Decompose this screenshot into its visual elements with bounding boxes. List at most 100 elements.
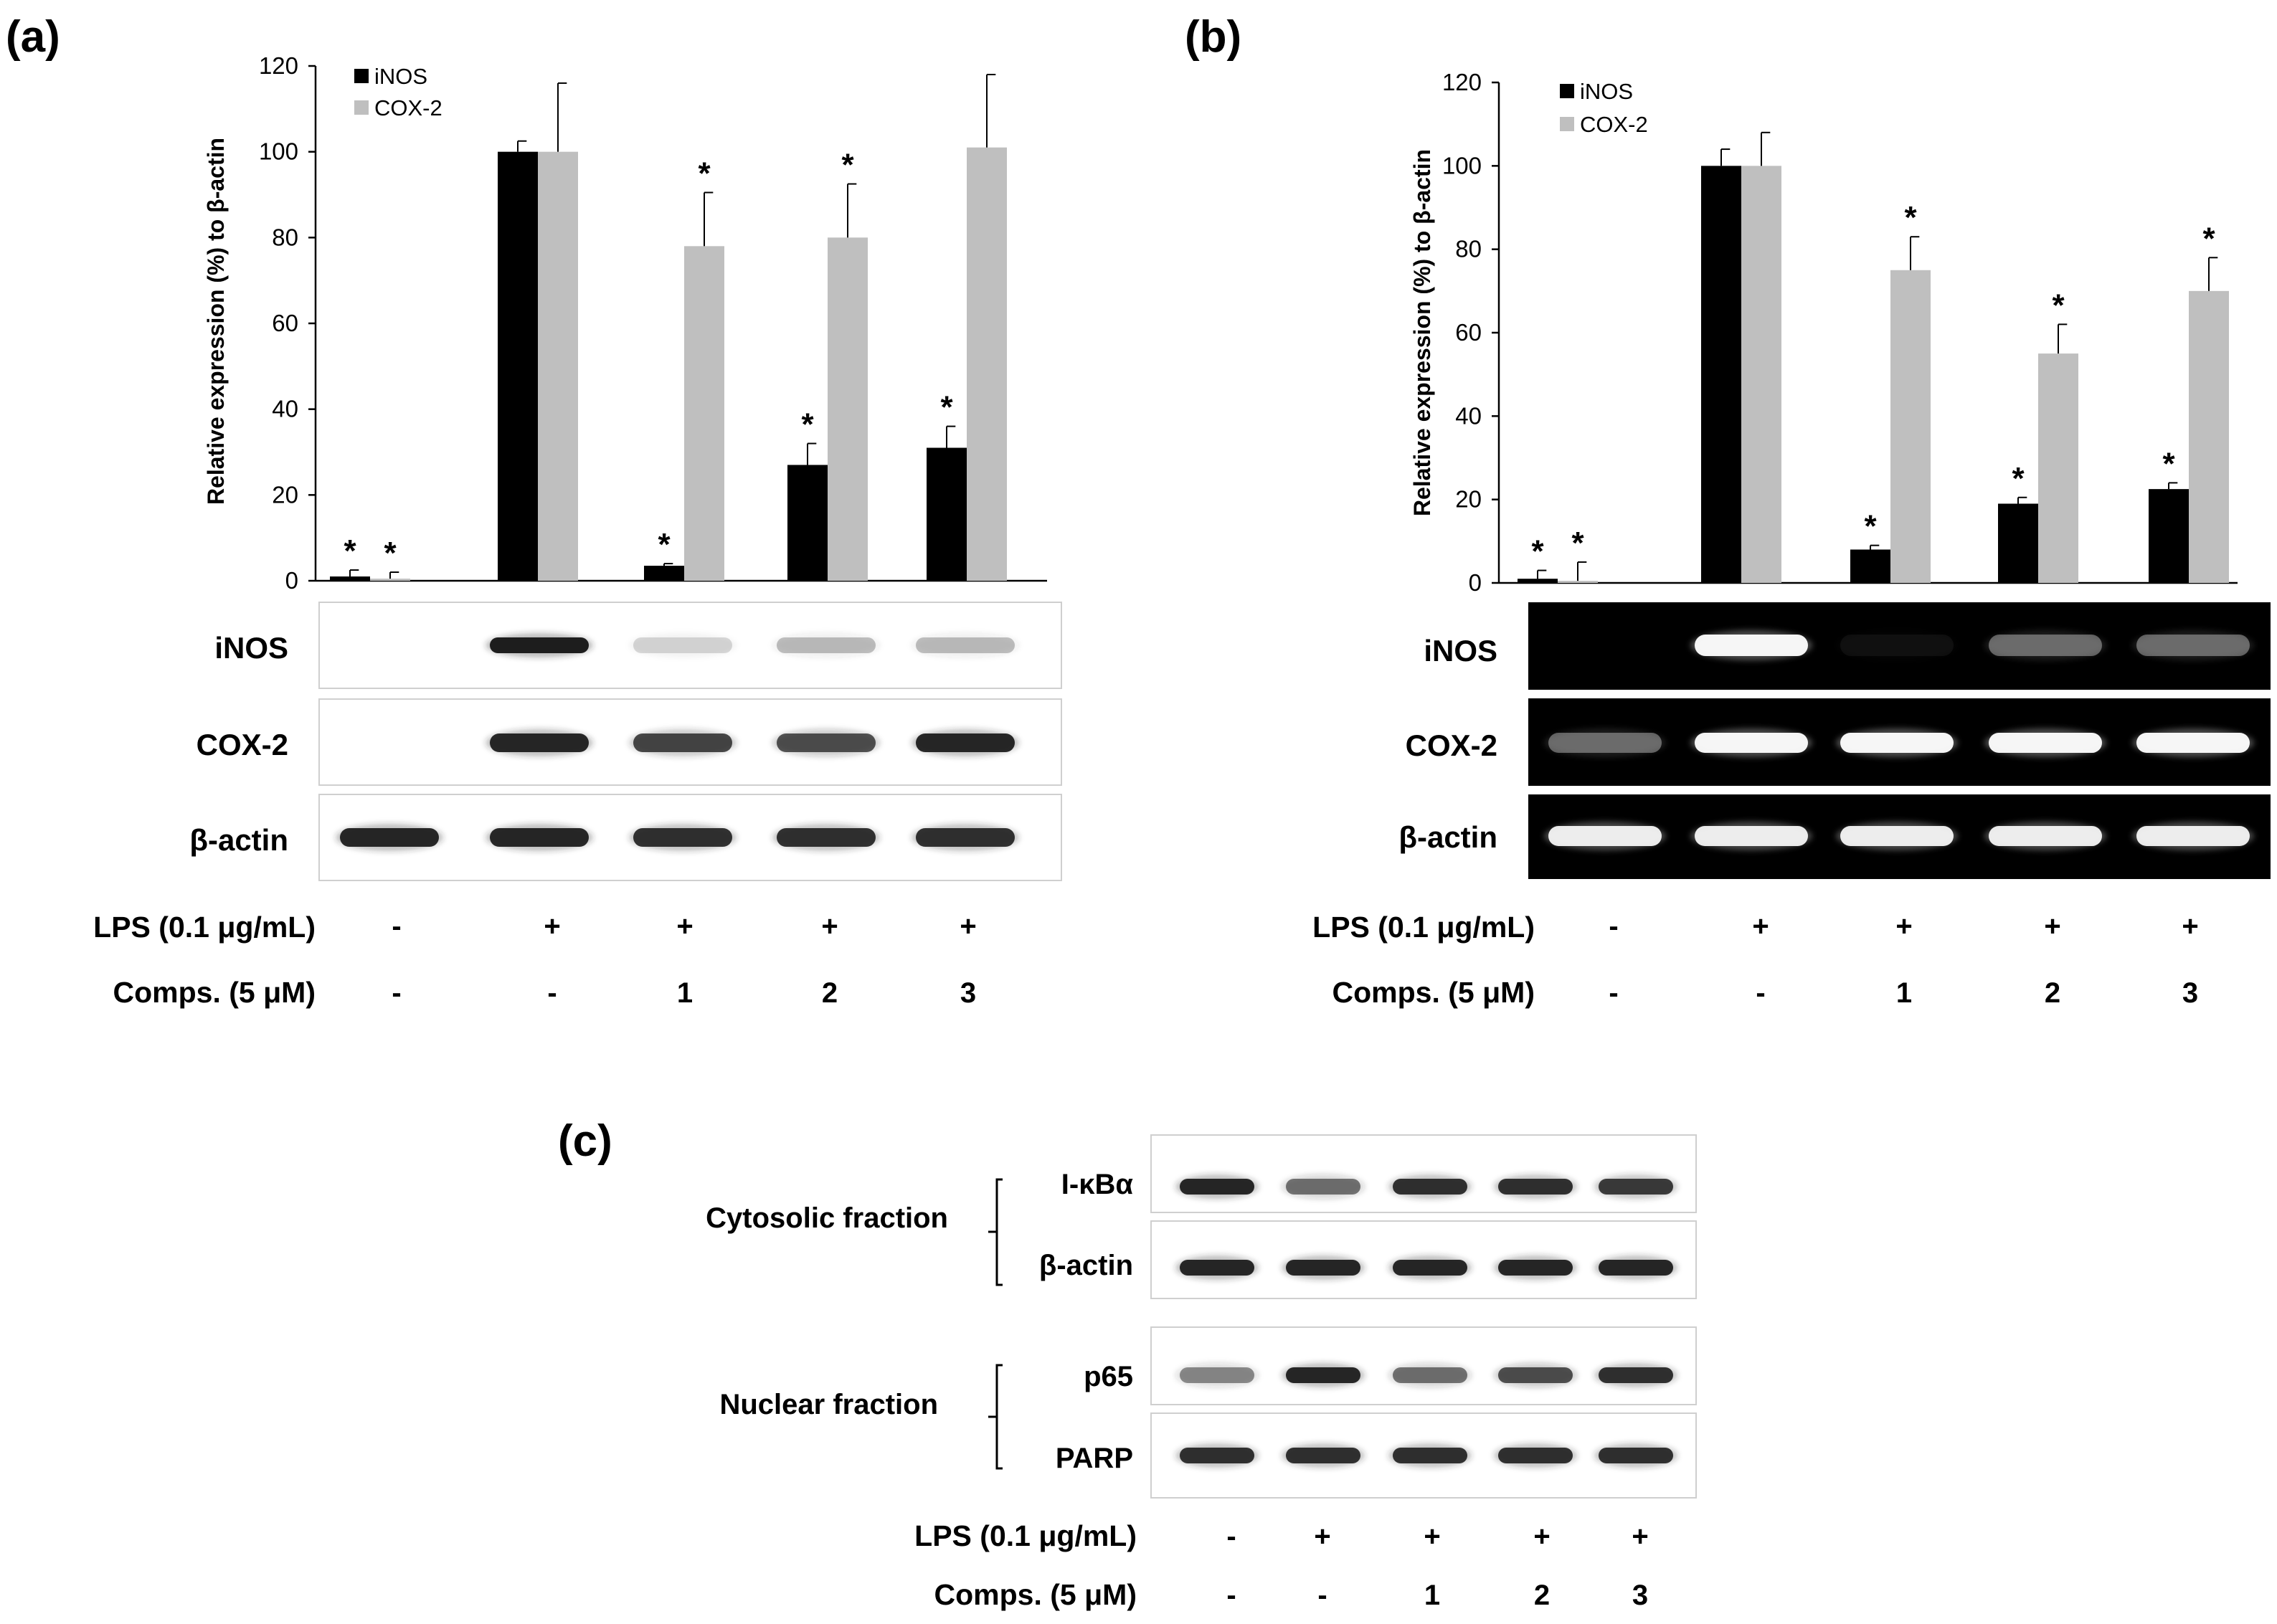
panel-a-significance-inos-3: * xyxy=(658,527,671,562)
panel-b-band-actin-4-core xyxy=(1989,826,2102,846)
panel-b-conditions: LPS (0.1 μg/mL) Comps. (5 μM) - + + + + - - 1 2 3 xyxy=(1312,911,2199,1009)
panel-a-bar-cox2-5 xyxy=(967,147,1007,581)
panel-a-significance-cox2-4: * xyxy=(841,148,854,183)
panel-c-band-p65-3-core xyxy=(1393,1367,1467,1383)
panel-a-band-actin-4 xyxy=(772,824,880,851)
panel-b-cond-values: - + + + + - - 1 2 3 xyxy=(1609,911,2198,1009)
panel-b-bar-inos-2 xyxy=(1701,166,1741,584)
panel-c-cond-comps-label: Comps. (5 μM) xyxy=(934,1578,1137,1611)
panel-c-band-actin-4-core xyxy=(1498,1260,1573,1276)
panel-b-band-actin-4 xyxy=(1984,822,2106,850)
panel-c-band-ib-4 xyxy=(1494,1174,1577,1199)
panel-c-nuclear-bracket xyxy=(988,1364,1003,1470)
panel-b-y-tick-label: 40 xyxy=(1455,402,1482,429)
panel-a-cond-comps-value-3: 1 xyxy=(677,977,693,1009)
panel-b-label: (b) xyxy=(1185,12,1241,62)
panel-c-cond-comps-value-2: - xyxy=(1317,1580,1327,1611)
panel-c-band-parp-2 xyxy=(1282,1443,1365,1468)
panel-c-band-parp-5 xyxy=(1594,1443,1677,1468)
panel-a-y-tick-label: 20 xyxy=(272,481,298,508)
panel-c-band-p65-5-core xyxy=(1599,1367,1673,1383)
panel-c-band-parp-1 xyxy=(1175,1443,1259,1468)
panel-a-band-cox2-5 xyxy=(912,729,1019,756)
panel-c-cond-values: - + + + + - - 1 2 3 xyxy=(1226,1521,1648,1611)
panel-a-band-cox2-4 xyxy=(772,729,880,756)
panel-b-significance-inos-5: * xyxy=(2162,446,2175,481)
panel-c-band-ib-5 xyxy=(1594,1174,1677,1199)
panel-a-band-inos-3-halo xyxy=(629,633,737,657)
panel-b-y-tick-label: 0 xyxy=(1469,569,1482,596)
panel-b-band-inos-4-halo xyxy=(1984,630,2106,660)
panel-c-band-parp-4 xyxy=(1494,1443,1577,1468)
panel-a-cond-lps-value-2: + xyxy=(544,911,560,942)
panel-c-band-actin-5-core xyxy=(1599,1260,1673,1276)
panel-b-y-tick-label: 80 xyxy=(1455,236,1482,262)
panel-a-band-inos-3-core xyxy=(633,637,732,653)
panel-c-band-p65-2-core xyxy=(1286,1367,1360,1383)
panel-c-band-p65-1-core xyxy=(1180,1367,1254,1383)
panel-c-band-actin-2 xyxy=(1282,1255,1365,1280)
panel-a-significance-inos-1: * xyxy=(344,533,356,569)
panel-b-band-cox2-2-core xyxy=(1695,733,1808,753)
panel-a-y-axis-label: Relative expression (%) to β-actin xyxy=(203,138,229,505)
panel-b-bar-cox2-3 xyxy=(1890,270,1931,583)
panel-c-cond-comps-value-5: 3 xyxy=(1632,1580,1648,1611)
panel-c-band-ib-1 xyxy=(1175,1174,1259,1199)
panel-b-band-inos-3-core xyxy=(1840,635,1954,656)
panel-a-bar-cox2-4 xyxy=(828,237,868,581)
panel-c-cond-lps-label: LPS (0.1 μg/mL) xyxy=(914,1519,1137,1552)
panel-c-band-parp-1-core xyxy=(1180,1448,1254,1463)
panel-b-cond-lps-value-2: + xyxy=(1752,911,1769,942)
panel-b-band-actin-1-core xyxy=(1548,826,1662,846)
panel-b-band-inos-2-core xyxy=(1695,635,1808,656)
panel-a-chart: 0 20 40 60 80 100 120 Relative expression (%) … xyxy=(203,52,1047,594)
panel-a-blot-label-inos: iNOS xyxy=(214,631,288,665)
panel-a-band-inos-2 xyxy=(486,633,593,657)
panel-b-band-inos-5-core xyxy=(2136,635,2250,656)
panel-b-bar-inos-1 xyxy=(1518,579,1558,583)
panel-b-band-cox2-1-halo xyxy=(1544,728,1666,757)
panel-b-significance-cox2-3: * xyxy=(1904,200,1917,235)
panel-a-cond-lps-value-1: - xyxy=(392,911,401,942)
panel-b-significance-inos-3: * xyxy=(1864,509,1877,544)
panel-a-legend-inos: iNOS xyxy=(374,64,427,89)
panel-c-cond-lps-value-5: + xyxy=(1632,1521,1648,1552)
panel-b-gels: iNOS COX-2 β-actin xyxy=(1398,602,2271,879)
panel-a-y-tick-label: 40 xyxy=(272,396,298,422)
panel-b-bar-inos-4 xyxy=(1998,503,2038,583)
panel-a-band-cox2-2 xyxy=(486,729,593,756)
panel-b-band-actin-2-core xyxy=(1695,826,1808,846)
panel-a-legend-swatch-cox2 xyxy=(354,100,369,115)
panel-c-bands xyxy=(1175,1174,1677,1468)
panel-c-band-actin-1 xyxy=(1175,1255,1259,1280)
panel-a-band-actin-1-core xyxy=(340,828,439,847)
panel-a-bar-inos-4 xyxy=(787,465,828,581)
panel-a-band-inos-5-halo xyxy=(912,633,1019,657)
panel-c-band-ib-2-core xyxy=(1286,1179,1360,1195)
panel-c-cond-comps-value-4: 2 xyxy=(1534,1580,1550,1611)
panel-b-significance-cox2-1: * xyxy=(1571,526,1584,561)
panel-a-band-inos-3 xyxy=(629,633,737,657)
panel-b-band-cox2-2 xyxy=(1690,728,1812,757)
panel-a-y-tick-label: 120 xyxy=(259,52,298,79)
panel-b-y-ticks: 0 20 40 60 80 100 120 xyxy=(1442,69,1499,596)
panel-b-cond-lps-value-1: - xyxy=(1609,911,1618,942)
panel-a-cond-comps-value-2: - xyxy=(547,977,557,1009)
panel-a-y-tick-label: 80 xyxy=(272,224,298,250)
panel-b-band-cox2-3 xyxy=(1836,728,1958,757)
panel-c-band-actin-4 xyxy=(1494,1255,1577,1280)
panel-c-band-parp-4-core xyxy=(1498,1448,1573,1463)
panel-b-legend-inos: iNOS xyxy=(1580,79,1633,104)
panel-c-band-p65-4-core xyxy=(1498,1367,1573,1383)
panel-b-gel-label-cox2: COX-2 xyxy=(1406,728,1497,762)
panel-b-band-actin-2 xyxy=(1690,822,1812,850)
panel-c-blot-box-ikba xyxy=(1150,1134,1697,1213)
panel-a-cond-comps-value-4: 2 xyxy=(822,977,838,1009)
panel-a-cond-comps-value-5: 3 xyxy=(960,977,976,1009)
panel-a-band-inos-4-core xyxy=(777,637,876,653)
panel-a-y-tick-label: 100 xyxy=(259,138,298,165)
panel-b-band-inos-5-halo xyxy=(2132,630,2254,660)
panel-a-cond-comps-value-1: - xyxy=(392,977,401,1009)
panel-a-bar-inos-5 xyxy=(927,447,967,581)
